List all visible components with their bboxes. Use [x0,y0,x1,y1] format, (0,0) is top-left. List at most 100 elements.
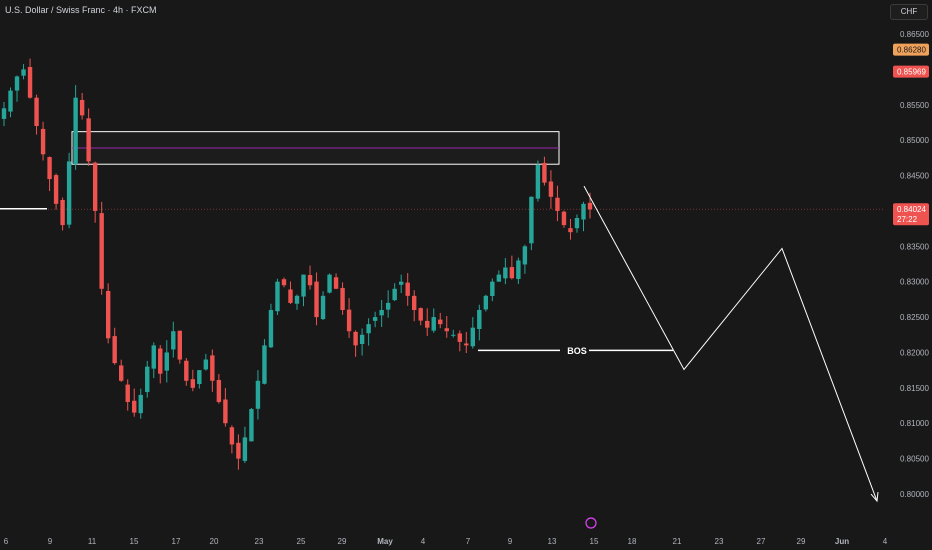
x-tick-label: 29 [338,537,347,546]
last-price-badge [893,203,929,226]
candle-body [203,359,209,370]
currency-button[interactable]: CHF [890,4,928,20]
candle-body [242,437,248,461]
candle-body [112,336,117,364]
candle-body [535,164,541,199]
candle-body [516,260,521,279]
y-tick-label: 0.81500 [900,384,929,393]
y-tick-label: 0.85000 [900,136,929,145]
candle-body [223,399,228,424]
candle-body [542,162,547,183]
x-tick-label: 4 [421,537,426,546]
candle-body [34,97,39,126]
y-tick-label: 0.84500 [900,172,929,181]
candle-body [268,310,274,348]
x-tick-label: 20 [210,537,219,546]
candle-body [125,384,130,402]
x-tick-label: 27 [757,537,766,546]
candle-body [346,309,352,332]
candle-body [177,330,182,360]
event-marker-icon [585,517,597,529]
candle-body [359,334,365,345]
candle-body [99,213,104,289]
bos-label: BOS [567,346,587,356]
candle-body [340,287,345,310]
candle-body [184,360,189,381]
candle-body [372,317,378,321]
y-tick-label: 0.83500 [900,242,929,251]
candle-body [138,394,143,414]
x-tick-label: 17 [172,537,181,546]
candle-body [190,379,196,388]
candle-body [431,317,436,331]
candle-body [405,282,410,296]
x-tick-label: 7 [466,537,471,546]
candle-body [477,310,482,330]
candle-body [164,352,169,371]
candle-body [438,319,443,325]
x-tick-label: 4 [883,537,888,546]
candle-body [451,334,456,336]
y-tick-label: 0.82500 [900,313,929,322]
candle-body [158,348,163,374]
x-tick-label: 15 [130,537,139,546]
y-tick-label: 0.80500 [900,455,929,464]
candle-body [470,327,475,347]
candle-body [392,288,397,301]
candle-body [92,162,98,211]
candle-body [53,175,59,204]
candle-body [412,295,417,310]
projection-arrowhead [870,492,879,503]
candle-body [574,218,580,229]
candle-body [398,281,404,285]
candle-body [301,274,306,297]
candle-body [307,275,313,286]
candle-body [210,355,215,381]
y-tick-label: 0.86500 [900,30,929,39]
x-tick-label: 13 [548,537,557,546]
candle-body [555,197,560,211]
candle-body [229,427,235,445]
candle-body [464,343,469,346]
price-badge-label: 0.85969 [897,68,926,77]
x-tick-label: 29 [797,537,806,546]
last-price-badge-label: 0.84024 [897,205,926,214]
candle-body [79,99,85,116]
y-tick-label: 0.85500 [900,101,929,110]
candle-body [255,380,261,409]
candle-body [425,320,430,328]
x-tick-label: 11 [88,537,97,546]
candle-body [288,289,293,303]
candle-body [561,211,567,226]
x-tick-label: 23 [715,537,724,546]
x-tick-label: 25 [297,537,306,546]
candle-body [236,442,241,459]
candle-body [385,302,391,310]
candle-body [40,128,46,155]
candle-body [8,90,13,112]
candle-body [145,366,150,393]
candle-body [262,345,267,384]
x-tick-label: May [377,537,393,546]
candle-body [1,108,7,119]
candle-body [132,400,137,413]
candle-body [119,365,124,381]
candle-body [47,157,52,180]
candle-body [249,409,254,442]
candle-body [418,308,423,321]
candle-body [281,279,287,286]
x-tick-label: 9 [48,537,53,546]
x-tick-label: 9 [508,537,513,546]
candle-body [86,118,91,162]
candle-body [105,291,111,339]
price-badge-label: 0.86280 [897,46,926,55]
x-tick-label: Jun [835,537,849,546]
candle-body [171,331,176,350]
candle-body [73,97,78,165]
x-tick-label: 23 [255,537,264,546]
candle-body [151,345,156,369]
candle-body [522,246,528,265]
candle-body [548,181,554,197]
projection-path [583,185,878,502]
